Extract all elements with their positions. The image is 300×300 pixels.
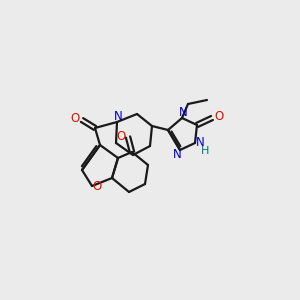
Text: H: H — [201, 146, 209, 156]
Text: O: O — [116, 130, 126, 143]
Text: N: N — [178, 106, 188, 119]
Text: N: N — [114, 110, 122, 124]
Text: N: N — [196, 136, 204, 149]
Text: O: O — [70, 112, 80, 125]
Text: N: N — [172, 148, 182, 161]
Text: O: O — [214, 110, 224, 124]
Text: O: O — [92, 179, 102, 193]
